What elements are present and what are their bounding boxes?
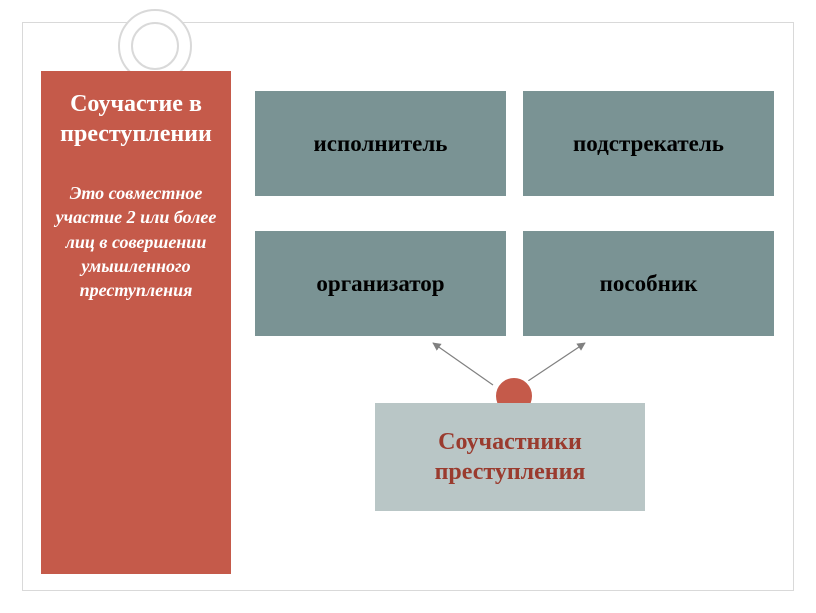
left-panel: Соучастие в преступлении Это совместное … — [41, 71, 231, 574]
box-executor-label: исполнитель — [314, 131, 448, 157]
box-organizer-label: организатор — [316, 271, 444, 297]
slide-frame: Соучастие в преступлении Это совместное … — [22, 22, 794, 591]
left-desc: Это совместное участие 2 или более лиц в… — [51, 181, 221, 302]
left-title: Соучастие в преступлении — [51, 89, 221, 149]
ring-inner — [131, 22, 179, 70]
box-instigator: подстрекатель — [523, 91, 774, 196]
box-instigator-label: подстрекатель — [573, 131, 724, 157]
box-participants: Соучастники преступления — [375, 403, 645, 511]
box-accomplice-label: пособник — [600, 271, 698, 297]
slide-root: Соучастие в преступлении Это совместное … — [0, 0, 816, 613]
box-organizer: организатор — [255, 231, 506, 336]
box-executor: исполнитель — [255, 91, 506, 196]
box-participants-label: Соучастники преступления — [375, 427, 645, 487]
box-accomplice: пособник — [523, 231, 774, 336]
